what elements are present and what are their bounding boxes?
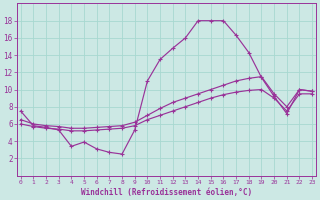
X-axis label: Windchill (Refroidissement éolien,°C): Windchill (Refroidissement éolien,°C) — [81, 188, 252, 197]
